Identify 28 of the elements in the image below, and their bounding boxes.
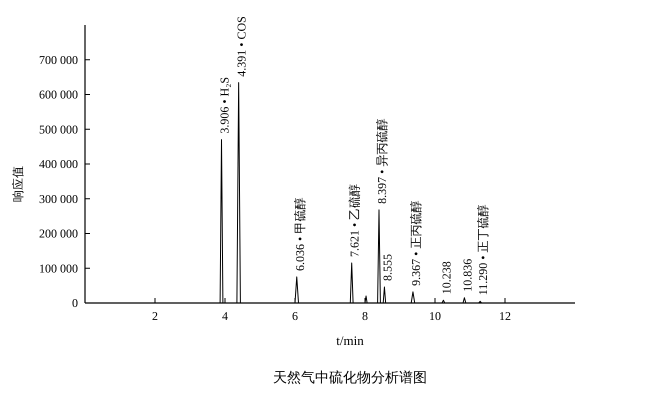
annotation: 7.621 • 乙硫醇 (348, 184, 362, 258)
x-tick-label: 8 (362, 309, 368, 323)
annotation: 8.555 (380, 254, 394, 282)
y-tick-label: 600 000 (39, 88, 78, 102)
text: 天然气中硫化物分析谱图 (273, 370, 427, 386)
x-tick-label: 2 (152, 309, 158, 323)
annotation: 10.836 (460, 258, 474, 292)
y-tick-label: 200 000 (39, 226, 78, 240)
y-axis-title: 响应值 (11, 166, 25, 202)
y-tick-label: 400 000 (39, 157, 78, 171)
x-tick-label: 4 (222, 309, 228, 323)
x-tick-label: 6 (292, 309, 298, 323)
y-tick-label: 700 000 (39, 52, 78, 67)
x-tick-label: 12 (499, 309, 511, 323)
y-tick-label: 500 000 (39, 122, 78, 136)
y-tick-label: 100 000 (39, 261, 78, 276)
annotation: 8.397 • 异丙硫醇 (375, 118, 389, 204)
annotation: 10.238 (439, 261, 454, 294)
annotation: 3.906 • H₂S (218, 76, 232, 134)
x-axis-title: t/min (336, 333, 364, 348)
y-tick-label: 300 000 (39, 192, 78, 206)
y-tick-label: 0 (72, 296, 78, 310)
annotation: 6.036 • 甲硫醇 (292, 198, 307, 271)
annotation: 4.391 • COS (234, 16, 249, 77)
plot: 2 4 6 8 10 12 0 100 000 200 000 300 000 400 000 500 000 600 000 700 000 3.906 • H₂S 4.391 • COS 6.036 • 甲硫醇 7.621 • 乙硫醇 8.397 • 异丙硫醇 8.555 9.367 • 正丙硫醇 10.238 10.836 11.290 • 正丁硫醇 (39, 16, 575, 323)
annotation: 9.367 • 正丙硫醇 (408, 200, 423, 286)
x-tick-label: 10 (429, 309, 441, 323)
annotation: 11.290 • 正丁硫醇 (476, 204, 490, 296)
